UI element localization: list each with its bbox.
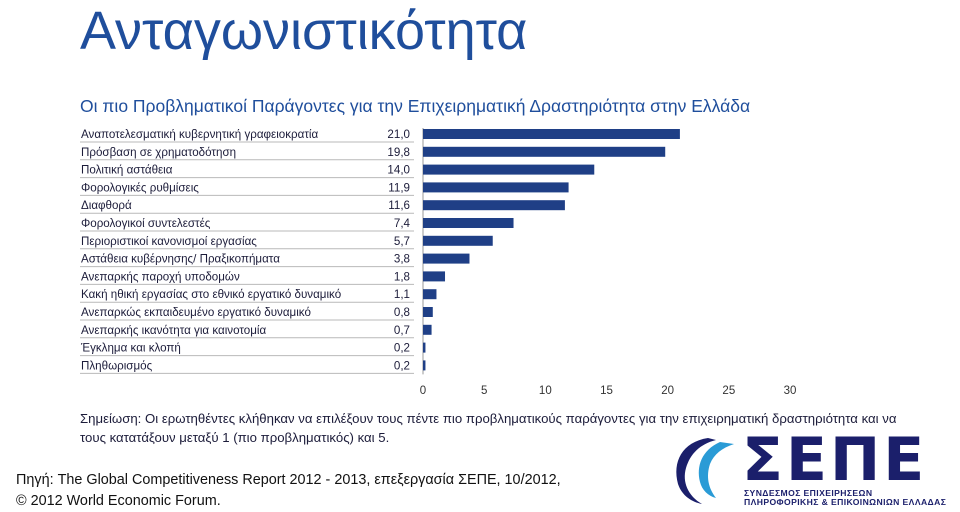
bar bbox=[423, 182, 569, 193]
x-axis-label: % απαντήσεων bbox=[726, 399, 797, 400]
category-label: Φορολογικές ρυθμίσεις bbox=[81, 181, 199, 194]
category-label: Ανεπαρκώς εκπαιδευμένο εργατικό δυναμικό bbox=[81, 306, 311, 319]
category-label: Πληθωρισμός bbox=[81, 359, 153, 372]
source-line-2: © 2012 World Economic Forum. bbox=[16, 493, 221, 509]
value-label: 3,8 bbox=[394, 253, 410, 266]
logo-subtitle-1: ΣΥΝΔΕΣΜΟΣ ΕΠΙΧΕΙΡΗΣΕΩΝ bbox=[744, 488, 873, 498]
category-label: Πρόσβαση σε χρηματοδότηση bbox=[81, 146, 236, 159]
bar bbox=[423, 146, 666, 157]
bar bbox=[423, 342, 426, 353]
logo-name: ΣΕΠΕ bbox=[742, 425, 928, 495]
value-label: 14,0 bbox=[387, 164, 410, 177]
page-title: Ανταγωνιστικότητα bbox=[80, 1, 528, 61]
logo-subtitle-2: ΠΛΗΡΟΦΟΡΙΚΗΣ & ΕΠΙΚΟΙΝΩΝΙΩΝ ΕΛΛΑΔΑΣ bbox=[744, 497, 947, 507]
category-label: Πολιτική αστάθεια bbox=[81, 164, 173, 177]
bar bbox=[423, 253, 470, 264]
category-label: Αναποτελεσματική κυβερνητική γραφειοκρατ… bbox=[81, 128, 319, 141]
category-label: Ανεπαρκής ικανότητα για καινοτομία bbox=[81, 324, 266, 337]
source-text: Πηγή: The Global Competitiveness Report … bbox=[16, 470, 561, 512]
category-label: Περιοριστικοί κανονισμοί εργασίας bbox=[81, 235, 257, 248]
source-line-1: Πηγή: The Global Competitiveness Report … bbox=[16, 472, 561, 488]
category-label: Κακή ηθική εργασίας στο εθνικό εργατικό … bbox=[81, 288, 341, 301]
value-label: 0,7 bbox=[394, 324, 410, 337]
bar-chart: Αναποτελεσματική κυβερνητική γραφειοκρατ… bbox=[80, 128, 797, 400]
page-subtitle: Οι πιο Προβληματικοί Παράγοντες για την … bbox=[80, 96, 751, 116]
value-label: 0,8 bbox=[394, 306, 410, 319]
value-label: 19,8 bbox=[387, 146, 410, 159]
bar bbox=[423, 324, 432, 335]
category-label: Διαφθορά bbox=[81, 199, 132, 212]
x-tick-label: 30 bbox=[784, 385, 797, 397]
note-line-1: Σημείωση: Οι ερωτηθέντες κλήθηκαν να επι… bbox=[80, 411, 897, 426]
bar bbox=[423, 200, 565, 211]
bar bbox=[423, 235, 493, 246]
category-label: Έγκλημα και κλοπή bbox=[80, 342, 181, 355]
bar bbox=[423, 271, 446, 282]
x-tick-label: 10 bbox=[539, 385, 552, 397]
bar bbox=[423, 164, 595, 175]
x-tick-label: 25 bbox=[722, 385, 735, 397]
bar bbox=[423, 289, 437, 300]
value-label: 5,7 bbox=[394, 235, 410, 248]
value-label: 1,1 bbox=[394, 288, 410, 301]
note-line-2: τους κατατάξουν μεταξύ 1 (πιο προβληματι… bbox=[80, 430, 390, 445]
value-label: 11,6 bbox=[388, 199, 410, 212]
bar bbox=[423, 307, 433, 317]
category-label: Φορολογικοί συντελεστές bbox=[81, 217, 211, 230]
value-label: 0,2 bbox=[394, 359, 410, 372]
value-label: 21,0 bbox=[387, 128, 410, 141]
value-label: 11,9 bbox=[388, 181, 410, 194]
category-label: Αστάθεια κυβέρνησης/ Πραξικοπήματα bbox=[81, 253, 280, 266]
value-label: 7,4 bbox=[394, 217, 411, 230]
bar bbox=[423, 360, 426, 371]
sepe-logo-icon bbox=[676, 438, 734, 504]
note-text: Σημείωση: Οι ερωτηθέντες κλήθηκαν να επι… bbox=[80, 409, 940, 447]
logo-swoosh-icon bbox=[676, 438, 734, 504]
x-tick-label: 0 bbox=[420, 385, 426, 397]
x-tick-label: 20 bbox=[661, 385, 674, 397]
bar bbox=[423, 129, 680, 139]
x-tick-label: 15 bbox=[600, 385, 613, 397]
value-label: 1,8 bbox=[394, 270, 410, 283]
category-label: Ανεπαρκής παροχή υποδομών bbox=[81, 270, 240, 283]
x-tick-label: 5 bbox=[481, 385, 487, 397]
bar bbox=[423, 218, 514, 228]
value-label: 0,2 bbox=[394, 342, 410, 355]
